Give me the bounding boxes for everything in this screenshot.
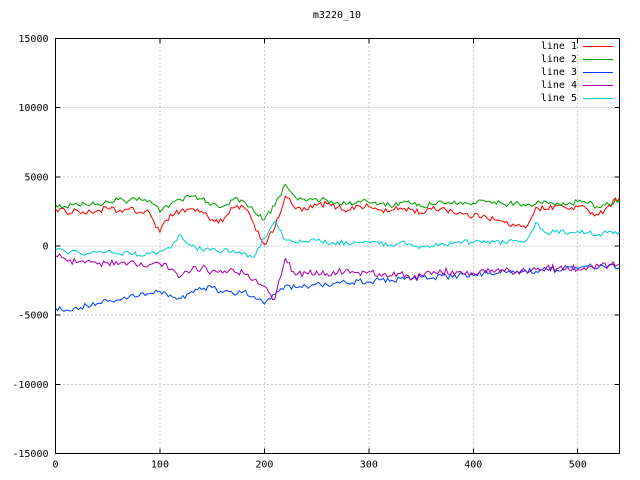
x-tick-label: 400 [464,460,482,471]
legend-entry: line 4 [535,79,613,91]
legend-label: line 5 [540,92,577,104]
legend-line-sample [583,84,613,86]
legend-label: line 4 [540,79,577,91]
series-line-5 [55,220,620,258]
legend-line-sample [583,97,613,99]
legend-entry: line 5 [535,92,613,104]
y-tick-label: 5000 [24,172,48,183]
y-tick-label: -5000 [18,311,48,322]
y-tick-label: 0 [42,242,48,253]
legend-line-sample [583,71,613,73]
legend-label: line 2 [540,53,577,65]
x-tick-label: 100 [151,460,169,471]
y-tick-label: 10000 [18,103,48,114]
x-tick-label: 0 [52,460,58,471]
legend-label: line 1 [540,40,577,52]
legend: line 1 line 2 line 3 line 4 line 5 [535,40,613,104]
x-tick-label: 300 [360,460,378,471]
legend-label: line 3 [540,66,577,78]
series-line-1 [55,195,620,246]
chart-title: m3220_10 [312,10,362,21]
y-tick-label: 15000 [18,34,48,45]
legend-entry: line 2 [535,53,613,65]
legend-entry: line 1 [535,40,613,52]
series-line-2 [55,183,620,221]
legend-line-sample [583,45,613,47]
y-tick-label: -10000 [12,380,48,391]
x-tick-label: 500 [569,460,587,471]
x-tick-label: 200 [255,460,273,471]
series-line-4 [55,253,620,301]
legend-entry: line 3 [535,66,613,78]
legend-line-sample [583,58,613,60]
y-tick-label: -15000 [12,449,48,460]
